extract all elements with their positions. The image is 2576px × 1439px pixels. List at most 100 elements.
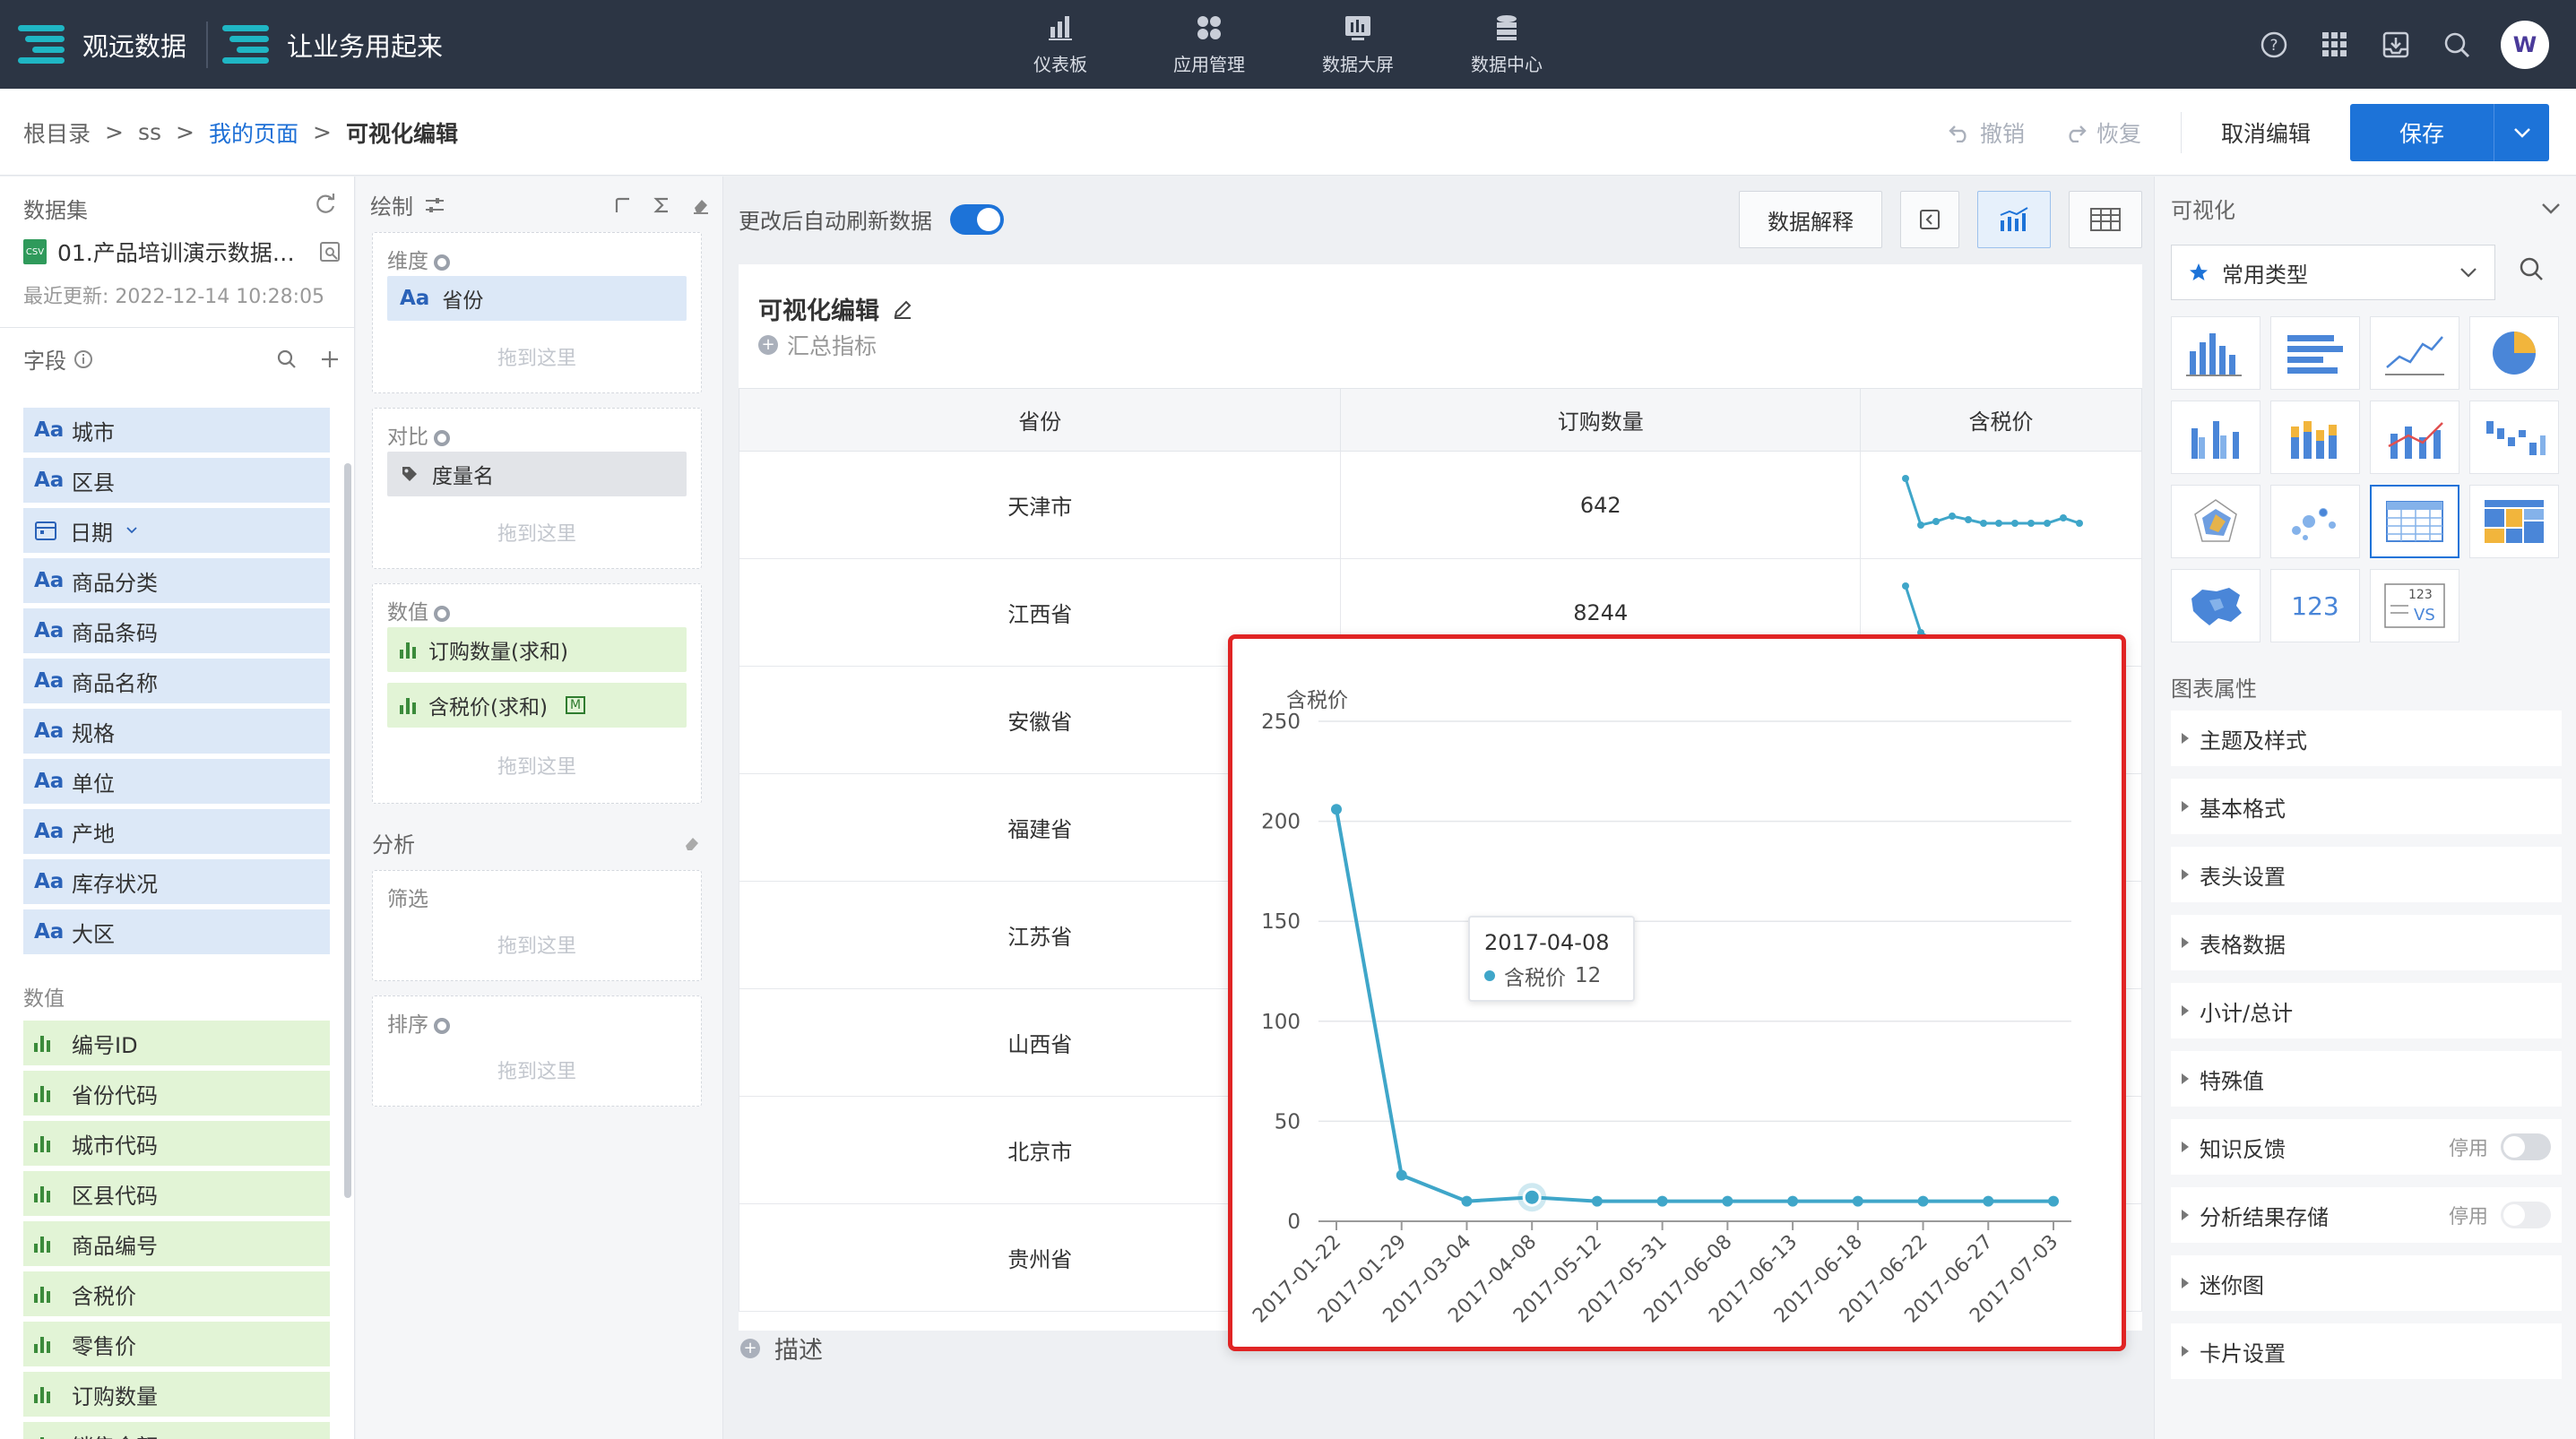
field-measure[interactable]: 城市代码	[23, 1121, 330, 1166]
stacked-bar-type-icon[interactable]	[2270, 401, 2360, 474]
filter-zone[interactable]: 筛选 拖到这里	[372, 870, 702, 981]
combo-chart-type-icon[interactable]	[2370, 401, 2459, 474]
grouped-bar-type-icon[interactable]	[2171, 401, 2260, 474]
help-icon[interactable]: ?	[2257, 28, 2291, 62]
nav-apps[interactable]: 应用管理	[1135, 0, 1284, 89]
chart-type-select[interactable]: 常用类型	[2171, 245, 2495, 300]
info-icon[interactable]	[73, 349, 93, 369]
eraser-icon[interactable]	[691, 195, 711, 215]
search-icon[interactable]	[2440, 28, 2474, 62]
crumb-ss[interactable]: ss	[137, 119, 162, 145]
prop-knowledge-feedback[interactable]: 知识反馈 停用	[2171, 1119, 2562, 1175]
add-summary-button[interactable]: + 汇总指标	[758, 329, 877, 361]
eraser-icon[interactable]	[682, 833, 702, 853]
value-zone[interactable]: 数值 订购数量(求和) 含税价(求和) M 拖到这里	[372, 583, 702, 804]
brand-home[interactable]: 观远数据	[18, 0, 186, 89]
grid-icon[interactable]	[2318, 28, 2352, 62]
field-measure[interactable]: 商品编号	[23, 1221, 330, 1266]
field-measure[interactable]: 销售金额	[23, 1422, 330, 1439]
data-explain-button[interactable]: 数据解释	[1739, 191, 1882, 248]
prop-special-values[interactable]: 特殊值	[2171, 1051, 2562, 1107]
scatter-type-icon[interactable]	[2270, 485, 2360, 558]
sigma-icon[interactable]	[652, 195, 671, 215]
dimension-zone[interactable]: 维度 Aa 省份 拖到这里	[372, 232, 702, 393]
field-measure[interactable]: 订购数量	[23, 1372, 330, 1417]
bar-chart-type-icon[interactable]	[2171, 316, 2260, 390]
prop-basic-format[interactable]: 基本格式	[2171, 779, 2562, 834]
refresh-icon[interactable]	[314, 193, 337, 216]
prop-result-storage[interactable]: 分析结果存储 停用	[2171, 1187, 2562, 1243]
field-measure[interactable]: 区县代码	[23, 1171, 330, 1216]
field-dimension[interactable]: Aa 商品分类	[23, 558, 330, 603]
undo-button[interactable]: 撤销	[1948, 116, 2025, 149]
chevron-down-icon[interactable]	[2540, 202, 2562, 216]
field-dimension[interactable]: Aa 大区	[23, 909, 330, 954]
treemap-type-icon[interactable]	[2469, 485, 2559, 558]
sort-zone[interactable]: 排序 拖到这里	[372, 995, 702, 1107]
search-icon[interactable]	[2518, 255, 2545, 282]
crumb-root[interactable]: 根目录	[23, 120, 91, 147]
save-button[interactable]: 保存	[2399, 120, 2444, 147]
edit-icon[interactable]	[892, 298, 913, 320]
prop-minimap[interactable]: 迷你图	[2171, 1255, 2562, 1311]
chart-view-button[interactable]	[1977, 191, 2051, 248]
field-measure[interactable]: 省份代码	[23, 1071, 330, 1116]
dimension-pill[interactable]: Aa 省份	[387, 276, 687, 321]
prop-table-data[interactable]: 表格数据	[2171, 915, 2562, 970]
add-field-icon[interactable]	[319, 349, 341, 370]
search-icon[interactable]	[276, 349, 298, 370]
table-header-quantity[interactable]: 订购数量	[1340, 388, 1862, 452]
download-icon[interactable]	[2379, 28, 2413, 62]
prop-card-settings[interactable]: 卡片设置	[2171, 1323, 2562, 1379]
field-dimension[interactable]: Aa 商品名称	[23, 659, 330, 703]
cancel-edit-button[interactable]: 取消编辑	[2220, 120, 2311, 147]
value-pill[interactable]: 订购数量(求和)	[387, 627, 687, 672]
field-measure[interactable]: 编号ID	[23, 1021, 330, 1065]
result-storage-toggle[interactable]	[2501, 1202, 2551, 1228]
table-header-province[interactable]: 省份	[738, 388, 1342, 452]
sliders-icon[interactable]	[424, 195, 445, 215]
field-measure[interactable]: 零售价	[23, 1322, 330, 1366]
chevron-down-icon[interactable]	[125, 526, 138, 535]
card-title-text[interactable]: 可视化编辑	[758, 297, 879, 325]
auto-refresh-toggle[interactable]	[950, 203, 1004, 235]
number-card-type-icon[interactable]: 123	[2270, 569, 2360, 642]
field-dimension[interactable]: Aa 规格	[23, 709, 330, 754]
preview-icon[interactable]	[319, 240, 342, 263]
nav-screen[interactable]: 数据大屏	[1284, 0, 1432, 89]
avatar[interactable]: W	[2501, 20, 2549, 69]
compare-pill[interactable]: 度量名	[387, 452, 687, 496]
table-type-icon[interactable]	[2370, 485, 2459, 558]
map-type-icon[interactable]	[2171, 569, 2260, 642]
field-measure[interactable]: 含税价	[23, 1271, 330, 1316]
field-dimension[interactable]: Aa 商品条码	[23, 608, 330, 653]
line-chart-type-icon[interactable]	[2370, 316, 2459, 390]
brand-project[interactable]: 让业务用起来	[222, 0, 443, 89]
field-list-scrollbar[interactable]	[344, 463, 351, 1198]
knowledge-feedback-toggle[interactable]	[2501, 1133, 2551, 1160]
field-dimension[interactable]: Aa 产地	[23, 809, 330, 854]
table-view-button[interactable]	[2069, 191, 2142, 248]
field-dimension[interactable]: 日期	[23, 508, 330, 553]
horizontal-bar-type-icon[interactable]	[2270, 316, 2360, 390]
corner-icon[interactable]	[612, 195, 632, 215]
collapse-panel-button[interactable]	[1900, 191, 1959, 248]
field-dimension[interactable]: Aa 城市	[23, 408, 330, 452]
nav-datacenter[interactable]: 数据中心	[1432, 0, 1581, 89]
radar-type-icon[interactable]	[2171, 485, 2260, 558]
field-dimension[interactable]: Aa 单位	[23, 759, 330, 804]
table-header-price[interactable]: 含税价	[1860, 388, 2142, 452]
waterfall-type-icon[interactable]	[2469, 401, 2559, 474]
nav-dashboard[interactable]: 仪表板	[986, 0, 1135, 89]
compare-card-type-icon[interactable]: 123 VS	[2370, 569, 2459, 642]
dataset-file[interactable]: CSV 01.产品培训演示数据…	[23, 236, 342, 268]
prop-subtotal[interactable]: 小计/总计	[2171, 983, 2562, 1038]
compare-zone[interactable]: 对比 度量名 拖到这里	[372, 408, 702, 569]
save-dropdown-button[interactable]	[2494, 103, 2549, 161]
field-dimension[interactable]: Aa 区县	[23, 458, 330, 503]
pie-chart-type-icon[interactable]	[2469, 316, 2559, 390]
prop-header-settings[interactable]: 表头设置	[2171, 847, 2562, 902]
value-pill[interactable]: 含税价(求和) M	[387, 683, 687, 728]
crumb-my-page[interactable]: 我的页面	[208, 120, 298, 147]
add-description-button[interactable]: + 描述	[740, 1331, 823, 1366]
